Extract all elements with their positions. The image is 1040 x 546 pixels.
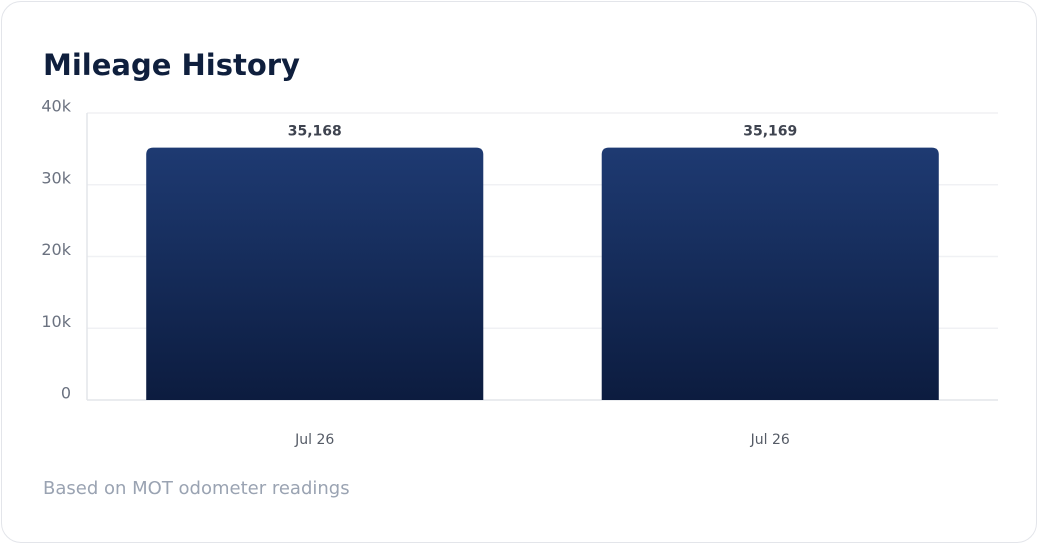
x-tick-label: Jul 26 xyxy=(750,432,790,448)
x-tick-label: Jul 26 xyxy=(294,432,334,448)
bar xyxy=(601,147,939,400)
bar xyxy=(146,147,484,400)
value-label: 35,168 xyxy=(288,124,342,140)
chart-title: Mileage History xyxy=(43,48,300,82)
y-tick-label: 30k xyxy=(41,168,71,187)
footnote: Based on MOT odometer readings xyxy=(43,478,350,499)
y-tick-label: 40k xyxy=(41,97,71,116)
y-tick-label: 10k xyxy=(41,312,71,331)
y-tick-label: 0 xyxy=(61,384,71,403)
value-label: 35,169 xyxy=(743,124,797,140)
y-tick-label: 20k xyxy=(41,240,71,259)
